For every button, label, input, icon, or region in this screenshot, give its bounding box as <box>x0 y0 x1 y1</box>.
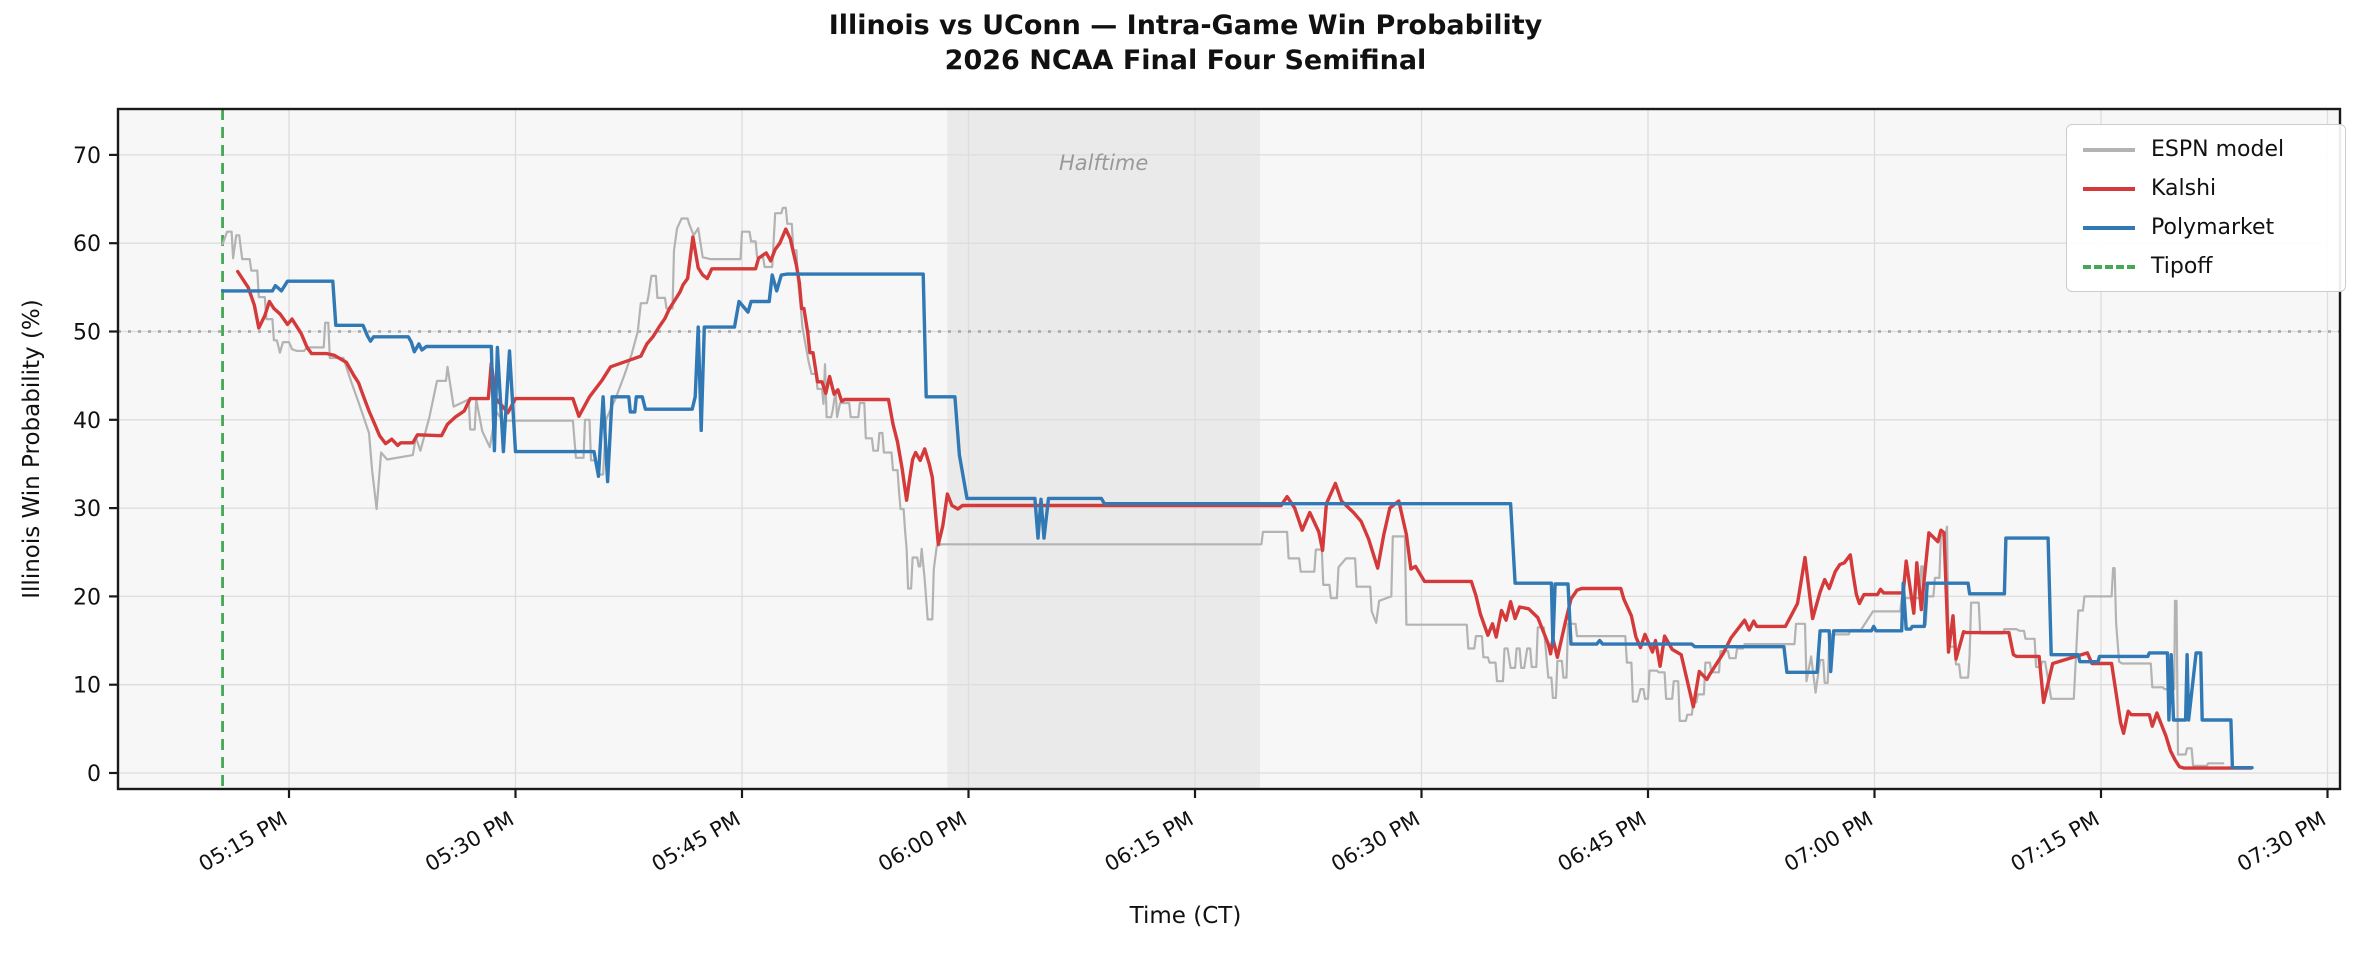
x-tick-label: 06:30 PM <box>1327 807 1424 877</box>
legend-label: Kalshi <box>2151 176 2217 201</box>
legend-swatch <box>2083 186 2135 191</box>
y-tick-label: 50 <box>73 321 101 346</box>
x-tick-label: 07:00 PM <box>1780 807 1877 877</box>
legend-item-polymarket: Polymarket <box>2083 215 2323 240</box>
y-tick-label: 40 <box>73 409 101 434</box>
y-tick-label: 0 <box>87 762 101 787</box>
legend-item-kalshi: Kalshi <box>2083 176 2323 201</box>
polymarket-series-line <box>220 272 2254 770</box>
legend-swatch <box>2083 147 2135 152</box>
x-tick-label: 06:00 PM <box>874 807 971 877</box>
halftime-band <box>947 109 1260 789</box>
chart-title-line2: 2026 NCAA Final Four Semifinal <box>944 45 1427 77</box>
y-tick-label: 70 <box>73 144 101 169</box>
chart-title: Illinois vs UConn — Intra-Game Win Proba… <box>0 8 2371 78</box>
x-tick-label: 05:45 PM <box>648 807 745 877</box>
y-tick-label: 20 <box>73 585 101 610</box>
legend-label: Tipoff <box>2151 254 2213 279</box>
legend-swatch <box>2083 225 2135 230</box>
x-tick-label: 05:15 PM <box>195 807 292 877</box>
y-tick-label: 60 <box>73 232 101 257</box>
x-tick-label: 05:30 PM <box>421 807 518 877</box>
x-tick-label: 06:45 PM <box>1554 807 1651 877</box>
y-axis-label: Illinois Win Probability (%) <box>19 299 45 599</box>
y-tick-label: 30 <box>73 497 101 522</box>
legend-box: ESPN model Kalshi Polymarket Tipoff <box>2066 124 2346 292</box>
halftime-annotation: Halftime <box>1058 151 1149 175</box>
legend-item-espn-model: ESPN model <box>2083 137 2323 162</box>
legend-label: Polymarket <box>2151 215 2275 240</box>
x-tick-label: 06:15 PM <box>1101 807 1198 877</box>
x-axis-label: Time (CT) <box>1129 903 1242 929</box>
legend-swatch <box>2083 264 2135 269</box>
y-tick-label: 10 <box>73 674 101 699</box>
plot-area <box>118 109 2340 789</box>
legend-item-tipoff: Tipoff <box>2083 254 2323 279</box>
x-tick-label: 07:15 PM <box>2007 807 2104 877</box>
x-tick-label: 07:30 PM <box>2233 807 2330 877</box>
legend-label: ESPN model <box>2151 137 2285 162</box>
chart-title-line1: Illinois vs UConn — Intra-Game Win Proba… <box>828 10 1543 41</box>
axes-spines <box>116 107 2342 791</box>
